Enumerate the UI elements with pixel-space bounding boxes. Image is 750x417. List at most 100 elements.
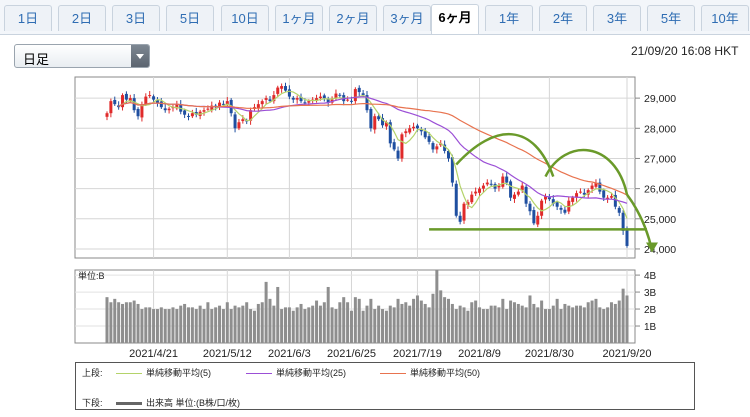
candle-body (369, 108, 373, 129)
tab-3[interactable]: 5日 (166, 5, 214, 31)
tab-6[interactable]: 2ヶ月 (329, 5, 377, 31)
legend-lower-label: 下段: (82, 398, 103, 408)
stock-chart: 2021/4/21 2021/5/12 2021/6/3 2021/6/25 2021/… (74, 76, 676, 360)
tab-9[interactable]: 1年 (485, 5, 533, 31)
candle-body (594, 182, 598, 187)
volume-bar (555, 298, 559, 343)
volume-bar (606, 307, 610, 343)
candle-body (144, 96, 148, 105)
candle-body (136, 108, 140, 117)
volume-bar (346, 302, 350, 343)
interval-select[interactable]: 日足 (14, 44, 150, 68)
volume-bar (505, 309, 509, 343)
volume-bar (462, 307, 466, 343)
tab-1[interactable]: 2日 (58, 5, 106, 31)
volume-bar (423, 303, 427, 343)
candle-body (466, 202, 470, 205)
tab-13[interactable]: 10年 (701, 5, 749, 31)
volume-bar (497, 307, 501, 343)
volume-bar (190, 307, 194, 343)
candle-body (365, 95, 369, 111)
volume-bar (272, 305, 276, 343)
volume-y-tick-label: 2B (644, 305, 657, 316)
volume-bar (540, 300, 544, 343)
candle-body (206, 108, 210, 110)
volume-bar (287, 307, 291, 343)
volume-bar (419, 300, 423, 343)
candle-body (435, 146, 439, 150)
volume-bar (221, 309, 225, 343)
candle-body (509, 181, 513, 198)
candle-body (221, 103, 225, 105)
tab-8[interactable]: 6ヶ月 (431, 4, 479, 34)
candle-body (478, 188, 482, 193)
candle-body (485, 182, 489, 185)
candle-body (349, 100, 353, 102)
ma50-swatch (380, 373, 406, 375)
volume-bar (284, 307, 288, 343)
candle-body (415, 125, 419, 129)
candle-body (163, 108, 167, 111)
tab-4[interactable]: 10日 (221, 5, 269, 31)
volume-bar (249, 309, 253, 343)
legend-ma25: 単純移動平均(25) (246, 366, 346, 379)
candle-body (377, 116, 381, 120)
volume-bar (544, 309, 548, 343)
tab-0[interactable]: 1日 (4, 5, 52, 31)
candle-body (540, 200, 544, 216)
candle-body (175, 104, 179, 109)
volume-bar (478, 307, 482, 343)
legend-ma5-label: 単純移動平均(5) (146, 368, 211, 378)
candle-body (470, 194, 474, 203)
candle-body (555, 202, 559, 207)
tab-7[interactable]: 3ヶ月 (383, 5, 431, 31)
y-tick-label: 25,000 (644, 214, 676, 226)
candle-body (512, 194, 516, 199)
volume-bar (291, 310, 295, 343)
candle-body (318, 96, 322, 99)
candle-body (536, 215, 540, 225)
volume-bar (353, 297, 357, 343)
tab-10[interactable]: 2年 (539, 5, 587, 31)
ma5-swatch (116, 373, 142, 375)
volume-bar (481, 309, 485, 343)
volume-bar (241, 305, 245, 343)
tab-5[interactable]: 1ヶ月 (275, 5, 323, 31)
candle-body (419, 129, 423, 132)
volume-bar (237, 307, 241, 343)
candle-body (186, 115, 190, 117)
volume-bar (392, 307, 396, 343)
candle-body (528, 203, 532, 212)
volume-bar (621, 288, 625, 343)
y-tick-label: 29,000 (644, 93, 676, 105)
volume-bar (326, 286, 330, 343)
candle-body (361, 93, 365, 96)
candle-body (602, 190, 606, 198)
candle-body (167, 108, 171, 111)
volume-bar (474, 300, 478, 343)
ma25-swatch (246, 373, 272, 375)
volume-bar (575, 305, 579, 343)
candle-body (505, 176, 509, 183)
volume-bar (175, 309, 179, 343)
volume-bar (396, 298, 400, 343)
tab-11[interactable]: 3年 (593, 5, 641, 31)
legend-upper-label: 上段: (82, 368, 103, 378)
tab-2[interactable]: 3日 (112, 5, 160, 31)
y-tick-label: 27,000 (644, 153, 676, 165)
candle-body (338, 94, 342, 96)
volume-bar (450, 303, 454, 343)
volume-bar (303, 309, 307, 343)
candle-body (625, 229, 629, 246)
candle-body (578, 191, 582, 193)
volume-bar (152, 309, 156, 343)
volume-bar (489, 305, 493, 343)
candle-body (268, 99, 272, 102)
candle-body (586, 190, 590, 195)
y-tick-label: 26,000 (644, 184, 676, 196)
volume-bar (245, 302, 249, 343)
candle-body (443, 144, 447, 151)
chevron-down-icon[interactable] (131, 45, 149, 67)
candle-body (353, 89, 357, 102)
tab-12[interactable]: 5年 (647, 5, 695, 31)
